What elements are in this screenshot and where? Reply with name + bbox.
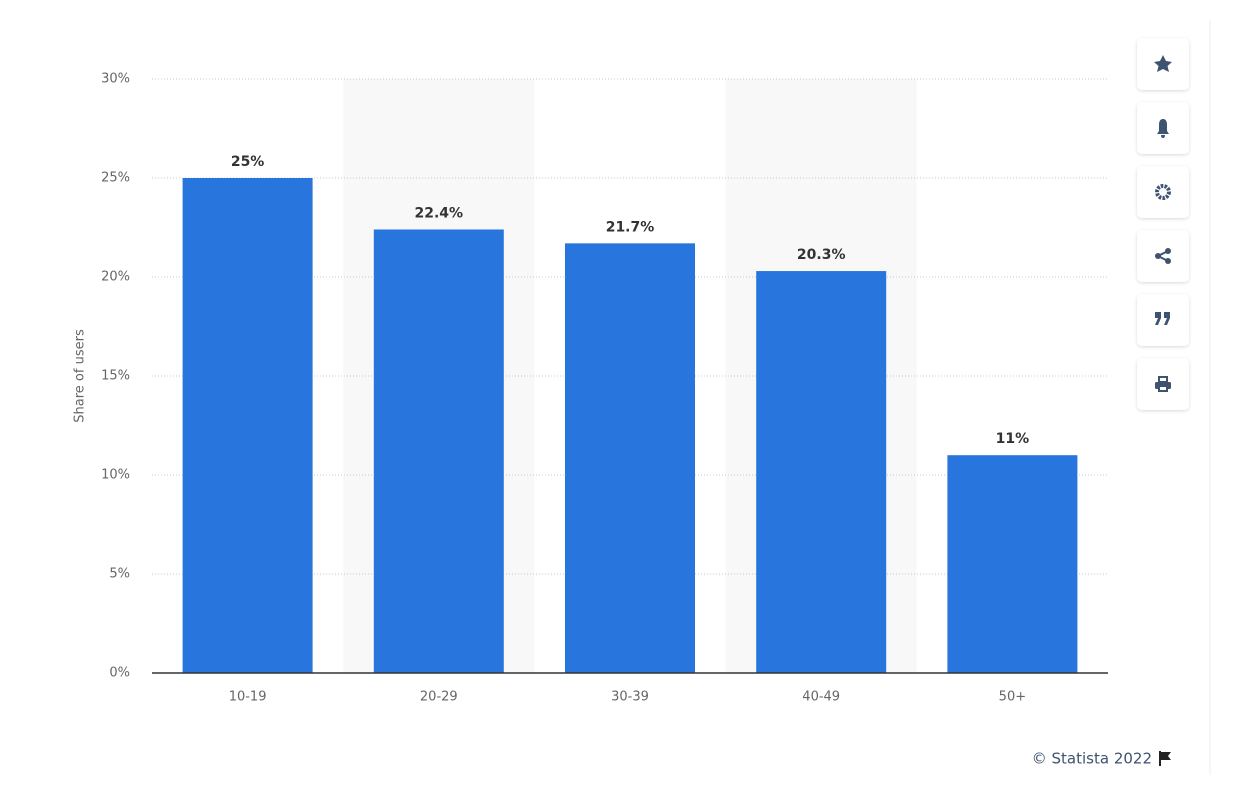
print-icon <box>1155 376 1171 392</box>
y-tick-label: 30% <box>101 72 130 87</box>
value-label: 20.3% <box>797 247 846 263</box>
x-tick-label: 40-49 <box>802 690 840 705</box>
value-label: 25% <box>231 154 265 170</box>
y-tick-label: 5% <box>109 567 130 582</box>
share-icon <box>1155 248 1171 264</box>
star-icon <box>1154 55 1172 72</box>
gear-icon <box>1155 184 1171 200</box>
bar <box>182 178 313 673</box>
x-tick-label: 50+ <box>999 690 1026 705</box>
y-tick-label: 15% <box>101 369 130 384</box>
y-tick-label: 0% <box>109 666 130 681</box>
cite-button[interactable] <box>1137 294 1189 346</box>
bar <box>373 229 504 674</box>
flag-icon <box>1159 751 1171 766</box>
credit: © Statista 2022 <box>1032 750 1152 768</box>
plot: 0% 5% 10% 15% 20% 25% 30% 10-19 25% 20-29 22.4% 30-… <box>101 72 1108 705</box>
bar <box>565 243 695 673</box>
y-tick-label: 20% <box>101 270 130 285</box>
x-tick-label: 10-19 <box>229 690 267 705</box>
quote-icon <box>1155 312 1170 325</box>
x-tick-label: 30-39 <box>611 690 649 705</box>
x-tick-label: 20-29 <box>420 690 458 705</box>
bell-icon <box>1157 119 1169 138</box>
value-label: 21.7% <box>606 219 655 235</box>
share-button[interactable] <box>1137 230 1189 282</box>
value-label: 11% <box>996 431 1030 447</box>
sidebar <box>1137 38 1189 410</box>
settings-button[interactable] <box>1137 166 1189 218</box>
bar <box>947 455 1078 673</box>
y-tick-label: 25% <box>101 171 130 186</box>
y-tick-label: 10% <box>101 468 130 483</box>
bar <box>756 271 887 673</box>
value-label: 22.4% <box>415 205 464 221</box>
y-axis-label: Share of users <box>73 329 88 423</box>
